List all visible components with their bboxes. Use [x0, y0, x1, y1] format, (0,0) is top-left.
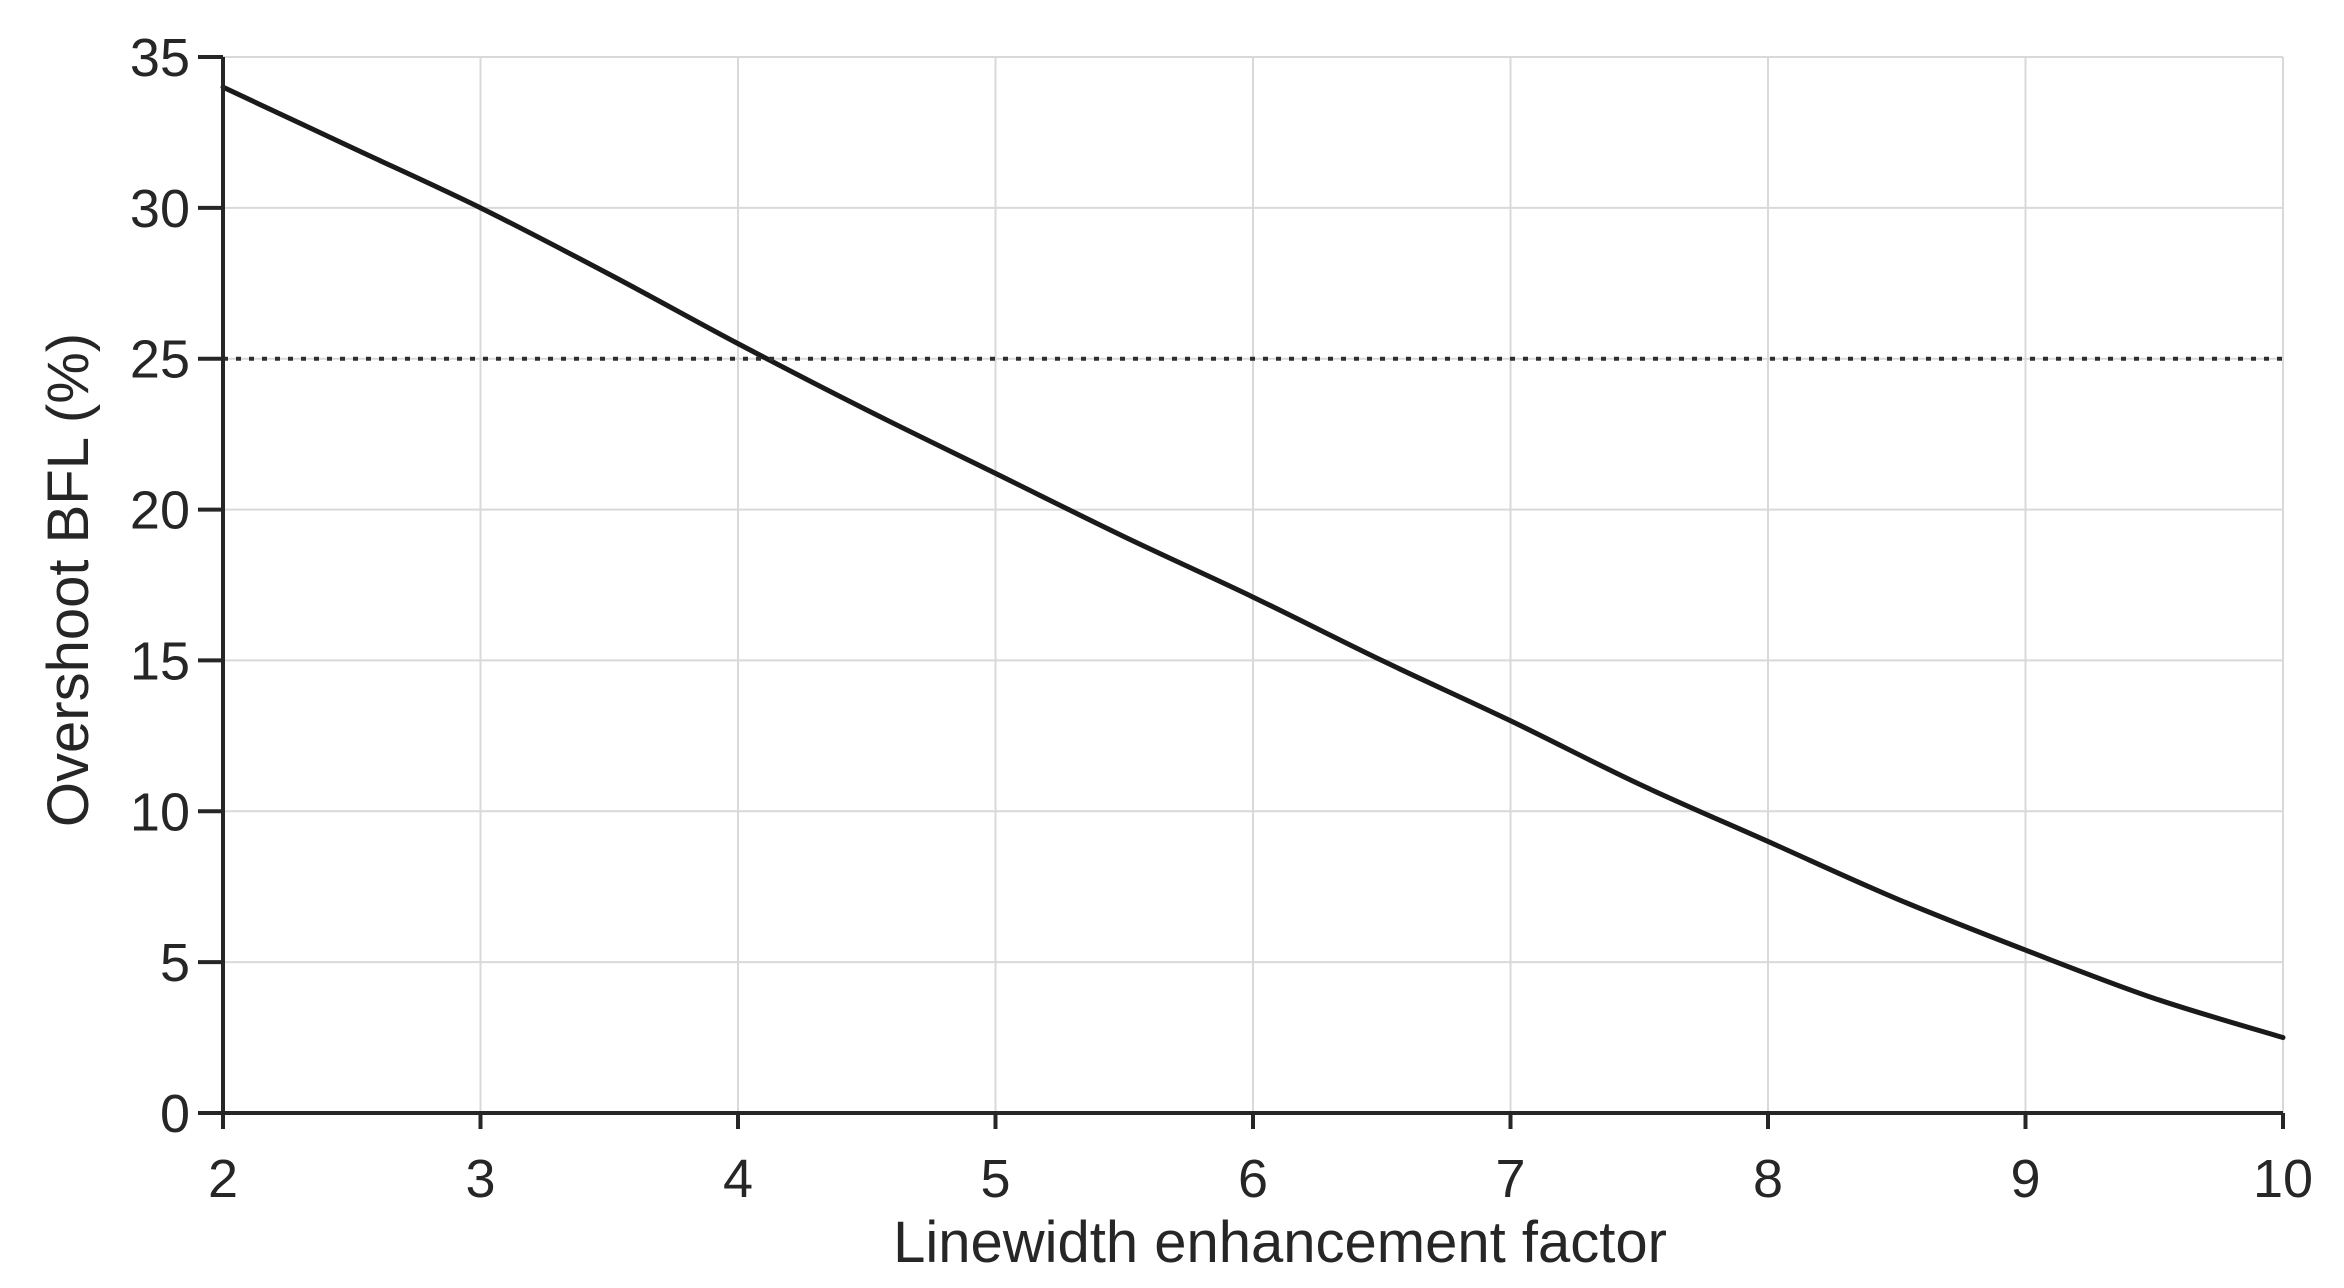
y-tick-label: 20	[130, 481, 190, 541]
x-tick-label: 5	[980, 1149, 1010, 1209]
x-axis-title: Linewidth enhancement factor	[893, 1210, 1667, 1275]
axis-layer	[198, 55, 2285, 1129]
y-tick-label: 5	[160, 933, 190, 993]
x-tick-label: 4	[723, 1149, 753, 1209]
y-axis-title: Overshoot BFL (%)	[36, 333, 101, 827]
y-tick-label: 30	[130, 179, 190, 239]
x-tick-label: 7	[1495, 1149, 1525, 1209]
x-tick-label: 10	[2253, 1149, 2313, 1209]
x-tick-label: 2	[208, 1149, 238, 1209]
tick-label-layer: 0 5 10 15 20 25 30 35 2 3 4 5 6 7 8 9 10	[130, 28, 2313, 1209]
overshoot-vs-linewidth-enhancement-factor	[220, 84, 2286, 1041]
x-tick-label: 6	[1238, 1149, 1268, 1209]
y-tick-label: 10	[130, 782, 190, 842]
y-tick-label: 15	[130, 631, 190, 691]
grid-layer	[223, 56, 2284, 1113]
y-tick-label: 0	[160, 1084, 190, 1144]
x-tick-label: 3	[465, 1149, 495, 1209]
x-tick-label: 9	[2010, 1149, 2040, 1209]
y-tick-label: 25	[130, 330, 190, 390]
y-tick-label: 35	[130, 28, 190, 88]
x-tick-label: 8	[1753, 1149, 1783, 1209]
series-layer	[220, 84, 2286, 1041]
